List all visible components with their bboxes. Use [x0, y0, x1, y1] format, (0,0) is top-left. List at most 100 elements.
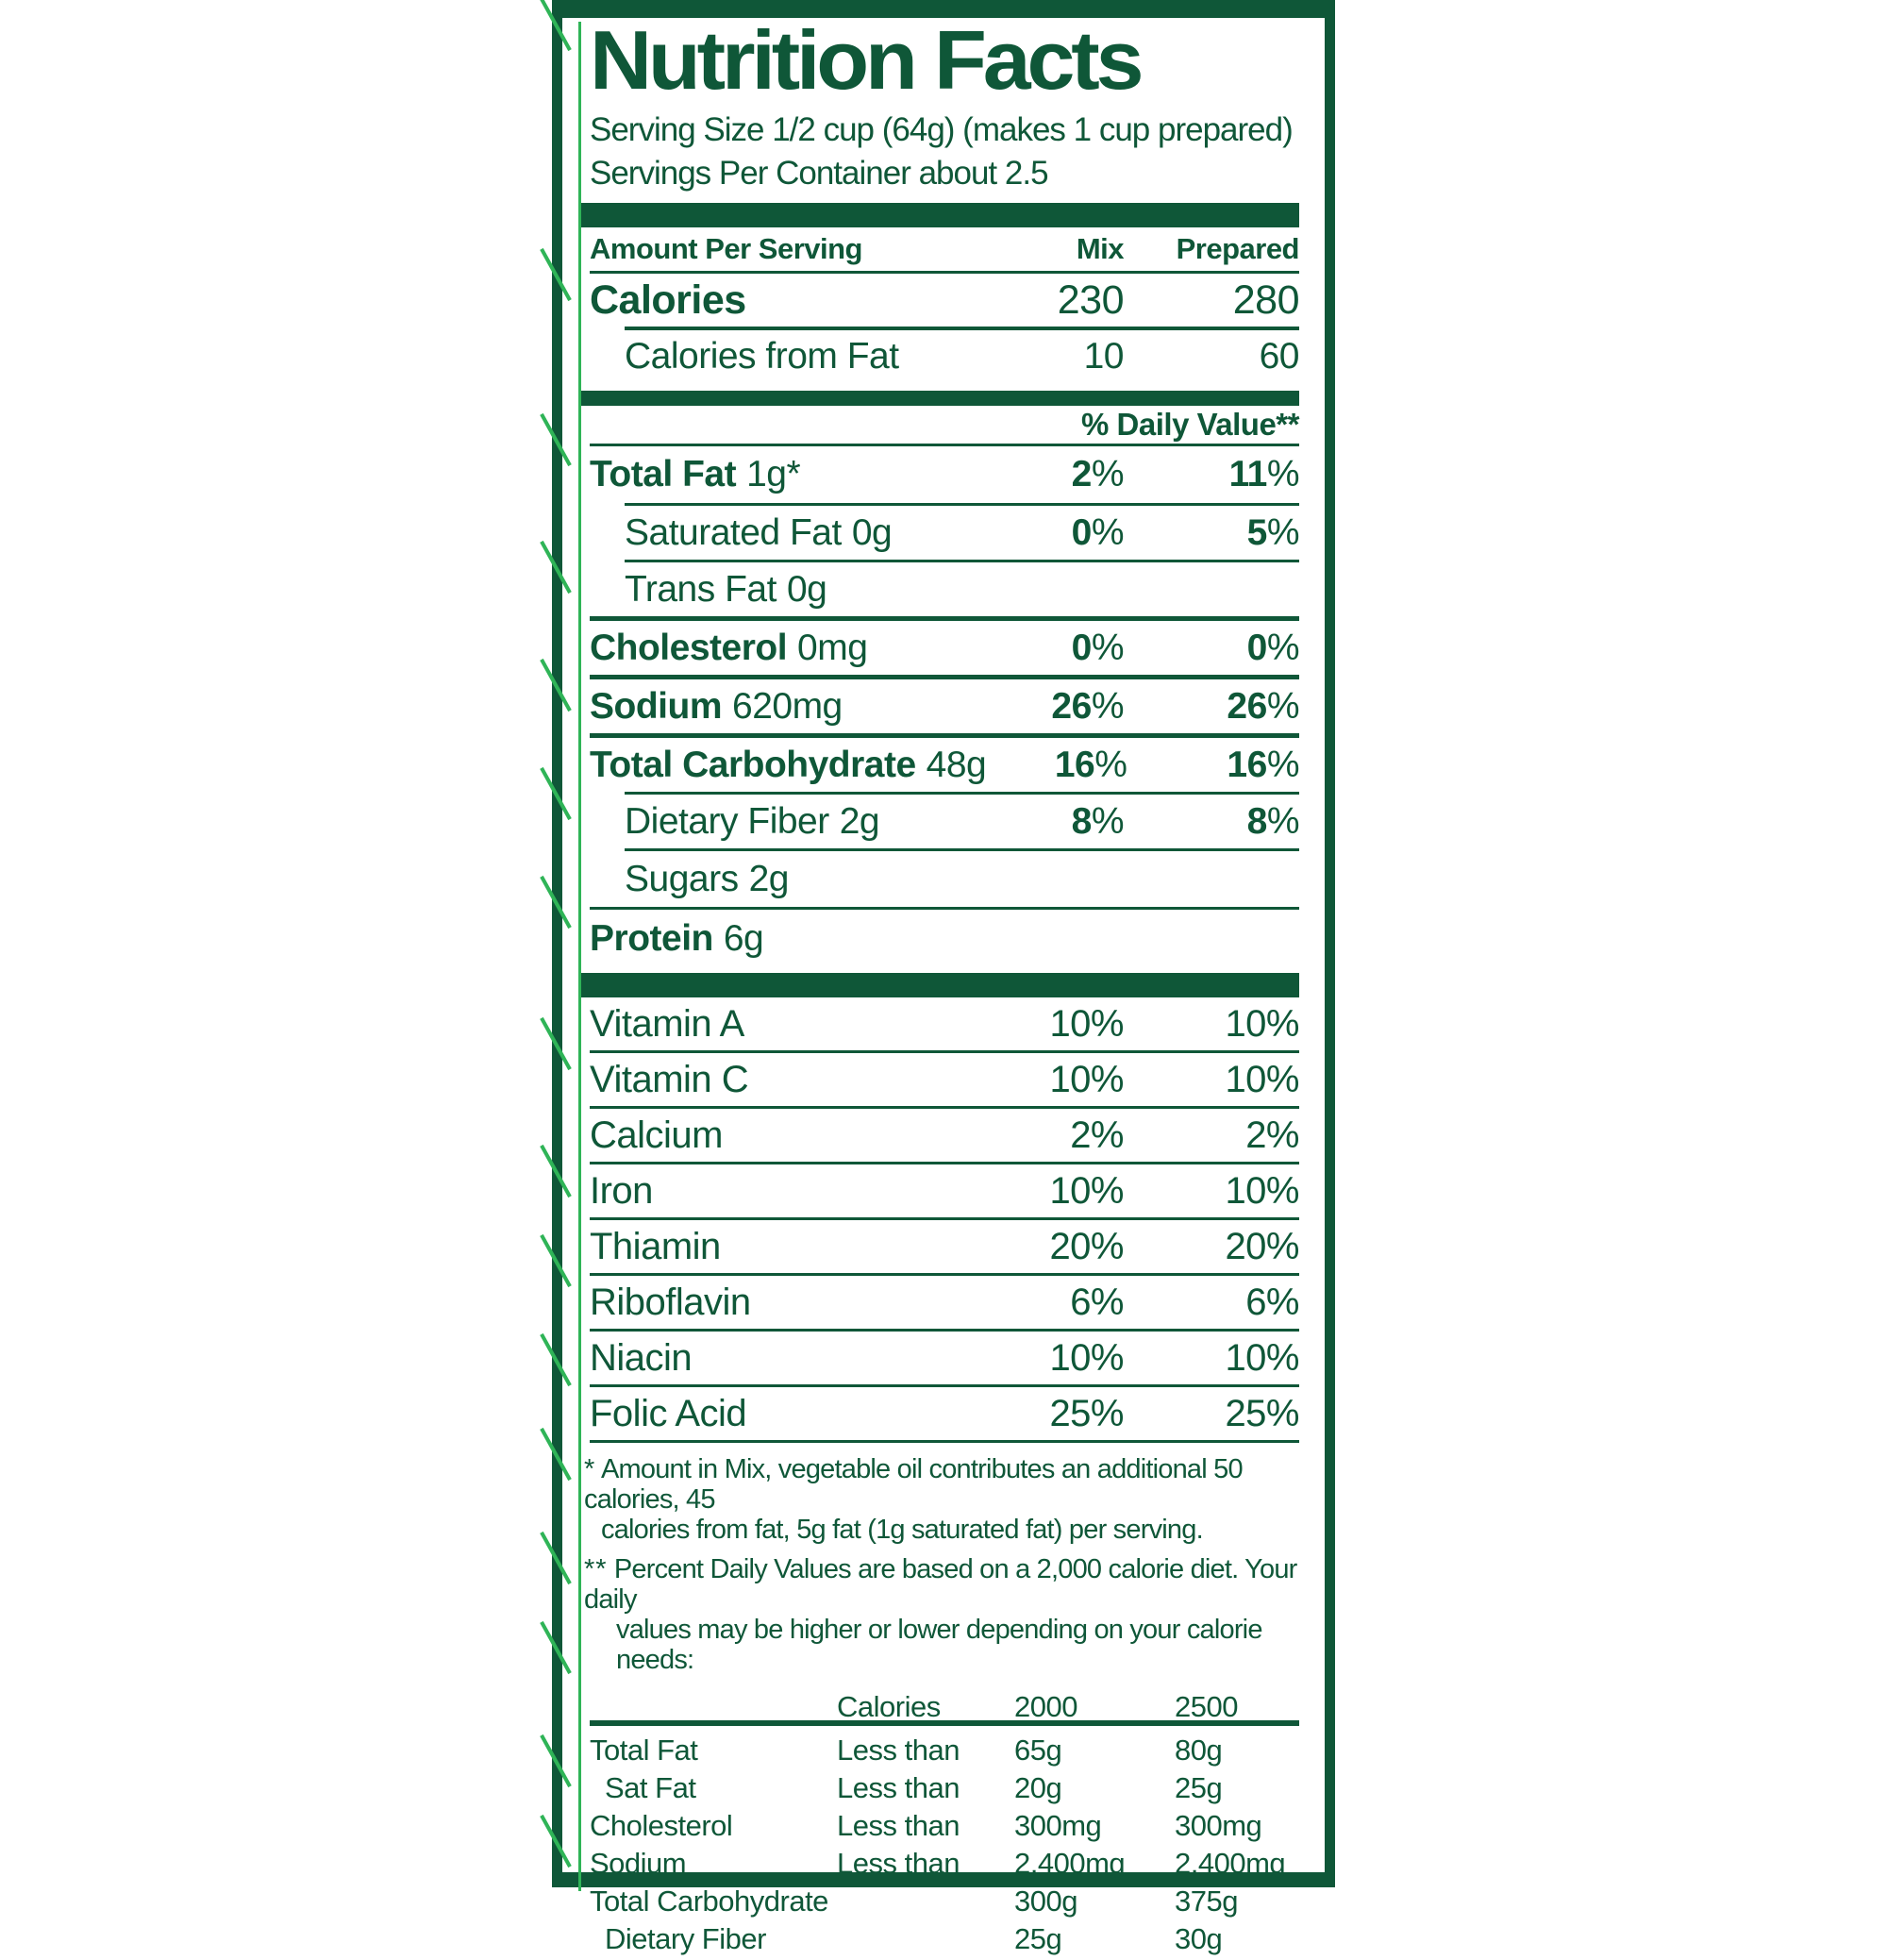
cut-mark-slash [540, 1144, 572, 1198]
nutrient-amount: 6g [723, 917, 764, 959]
mix-percent: 2% [1070, 1114, 1124, 1156]
cut-mark-slash [540, 1233, 572, 1288]
vitamin-row-vitamin-a: Vitamin A 10% 10% [590, 997, 1300, 1050]
nutrient-amount: 620mg [732, 685, 843, 727]
col-2500-header: 2500 [1175, 1690, 1238, 1723]
calories-from-fat-mix-value: 10 [1083, 336, 1125, 377]
divider [590, 1329, 1299, 1332]
mix-percent: 10% [1049, 1169, 1124, 1212]
cut-mark-slash [540, 412, 572, 467]
prepared-percent: 10% [1225, 1169, 1299, 1212]
calories-from-fat-row: Calories from Fat 10 60 [590, 330, 1300, 383]
divider [590, 1050, 1299, 1053]
divider [590, 1440, 1299, 1443]
prepared-percent: 6% [1245, 1281, 1299, 1323]
cut-mark-slash [540, 658, 572, 712]
nutrient-row-saturated-fat: Saturated Fat 0g 0% 5% [590, 506, 1300, 560]
divider [590, 1106, 1299, 1109]
cut-mark-slash [540, 0, 572, 52]
mix-percent: 0% [1071, 511, 1125, 553]
prepared-percent: 10% [1225, 1336, 1299, 1379]
nutrient-name: Sugars [625, 858, 739, 899]
prepared-percent: 20% [1225, 1225, 1299, 1267]
vitamin-name: Thiamin [590, 1225, 721, 1267]
divider [590, 1273, 1299, 1276]
vitamin-name: Niacin [590, 1336, 693, 1379]
prepared-percent: 0% [1246, 627, 1300, 668]
prepared-percent: 8% [1246, 800, 1300, 842]
dv-row-cholesterol: Cholesterol Less than 300mg 300mg [590, 1809, 1262, 1842]
nutrient-name: Trans Fat [625, 568, 777, 610]
divider-indented [625, 560, 1299, 562]
nutrient-row-sodium: Sodium 620mg 26% 26% [590, 679, 1300, 733]
divider-indented [625, 792, 1299, 795]
nutrient-name: Saturated Fat [625, 511, 842, 553]
vitamin-name: Vitamin A [590, 1002, 744, 1045]
mix-column-header: Mix [1076, 232, 1125, 265]
mix-percent: 10% [1049, 1058, 1124, 1100]
prepared-percent: 2% [1245, 1114, 1299, 1156]
divider [590, 1162, 1299, 1164]
cut-mark-slash [540, 875, 572, 930]
nutrient-name: Total Fat [590, 454, 737, 494]
mix-percent: 25% [1049, 1392, 1124, 1434]
nutrient-amount: 2g [748, 858, 790, 899]
vitamin-name: Riboflavin [590, 1281, 751, 1323]
nutrient-row-total-fat: Total Fat 1g* 2% 11% [590, 446, 1300, 503]
nutrient-row-sugars: Sugars 2g [590, 851, 1299, 907]
nutrient-name: Protein [590, 917, 713, 959]
column-header-row: Amount Per Serving Mix Prepared [590, 227, 1300, 271]
cut-mark-slash [540, 540, 572, 595]
daily-values-table: Calories 2000 2500 Total Fat Less than 6… [590, 1690, 1299, 1960]
prepared-percent: 26% [1227, 685, 1299, 727]
divider-indented [625, 327, 1299, 330]
label-title: Nutrition Facts [590, 13, 1144, 107]
vitamin-row-iron: Iron 10% 10% [590, 1164, 1300, 1217]
nutrient-amount: 0g [786, 568, 827, 610]
divider-indented [625, 503, 1299, 506]
cut-mark-slash [540, 766, 572, 821]
nutrition-facts-label: Nutrition Facts Serving Size 1/2 cup (64… [540, 0, 1335, 1955]
dv-row-sat-fat: Sat Fat Less than 20g 25g [605, 1771, 1223, 1804]
prepared-percent: 16% [1227, 744, 1299, 785]
cut-mark-slash [540, 1016, 572, 1071]
cut-mark-slash [540, 1531, 572, 1585]
calories-from-fat-label: Calories from Fat [625, 336, 899, 377]
prepared-percent: 25% [1225, 1392, 1299, 1434]
nutrient-row-dietary-fiber: Dietary Fiber 2g 8% 8% [590, 795, 1300, 848]
nutrient-row-trans-fat: Trans Fat 0g [590, 562, 1299, 616]
nutrient-row-protein: Protein 6g [590, 910, 1299, 967]
prepared-percent: 11% [1228, 454, 1300, 494]
nutrient-name: Sodium [590, 685, 723, 727]
dv-row-total-carbohydrate: Total Carbohydrate 300g 375g [590, 1885, 1238, 1918]
nutrient-name: Dietary Fiber [625, 800, 829, 842]
daily-value-header: % Daily Value** [1081, 407, 1299, 442]
divider [590, 907, 1299, 910]
divider [590, 1217, 1299, 1220]
vitamin-name: Calcium [590, 1114, 723, 1156]
vitamin-row-folic-acid: Folic Acid 25% 25% [590, 1387, 1300, 1440]
footnote-daily-values: ** Percent Daily Values are based on a 2… [584, 1554, 1297, 1675]
divider-heavy [590, 1720, 1299, 1726]
footnote-mix-oil: * Amount in Mix, vegetable oil contribut… [584, 1454, 1244, 1545]
nutrient-name: Total Carbohydrate [590, 744, 916, 785]
calories-prepared-value: 280 [1232, 276, 1300, 323]
mix-percent: 8% [1071, 800, 1125, 842]
calories-label: Calories [590, 276, 746, 323]
mix-percent: 6% [1070, 1281, 1124, 1323]
mix-percent: 16% [1054, 744, 1127, 785]
calories-from-fat-prepared-value: 60 [1259, 336, 1300, 377]
amount-per-serving-label: Amount Per Serving [590, 232, 863, 265]
vitamin-row-vitamin-c: Vitamin C 10% 10% [590, 1053, 1300, 1106]
cut-mark-slash [540, 1734, 572, 1788]
divider-indented [625, 848, 1299, 851]
nutrient-amount: 1g* [746, 454, 801, 494]
vitamin-row-calcium: Calcium 2% 2% [590, 1109, 1300, 1162]
section-bar [578, 391, 1299, 406]
nutrient-row-cholesterol: Cholesterol 0mg 0% 0% [590, 621, 1300, 675]
nutrient-name: Cholesterol [590, 627, 788, 668]
mix-percent: 0% [1071, 627, 1125, 668]
cut-mark-slash [540, 1620, 572, 1675]
divider [590, 1384, 1299, 1387]
vitamin-row-riboflavin: Riboflavin 6% 6% [590, 1276, 1300, 1329]
